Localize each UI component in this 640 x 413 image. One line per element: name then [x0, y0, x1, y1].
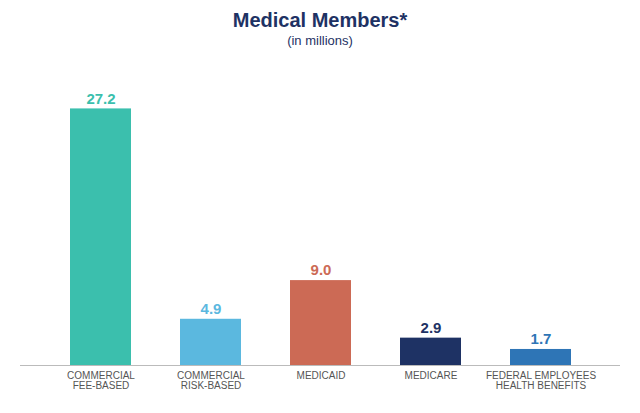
svg-text:2.9: 2.9	[421, 319, 442, 336]
svg-text:MEDICAID: MEDICAID	[297, 370, 346, 381]
svg-text:27.2: 27.2	[86, 90, 115, 107]
svg-text:4.9: 4.9	[201, 300, 222, 317]
svg-text:MEDICARE: MEDICARE	[405, 370, 458, 381]
svg-text:COMMERCIALRISK-BASED: COMMERCIALRISK-BASED	[177, 370, 245, 391]
html-text:(in millions): (in millions)	[287, 33, 353, 48]
svg-text:1.7: 1.7	[531, 330, 552, 347]
svg-text:FEDERAL EMPLOYEESHEALTH BENEFI: FEDERAL EMPLOYEESHEALTH BENEFITS	[486, 370, 597, 391]
html-text:Medical Members*: Medical Members*	[232, 9, 408, 31]
svg-text:COMMERCIALFEE-BASED: COMMERCIALFEE-BASED	[67, 370, 135, 391]
svg-text:9.0: 9.0	[311, 261, 332, 278]
